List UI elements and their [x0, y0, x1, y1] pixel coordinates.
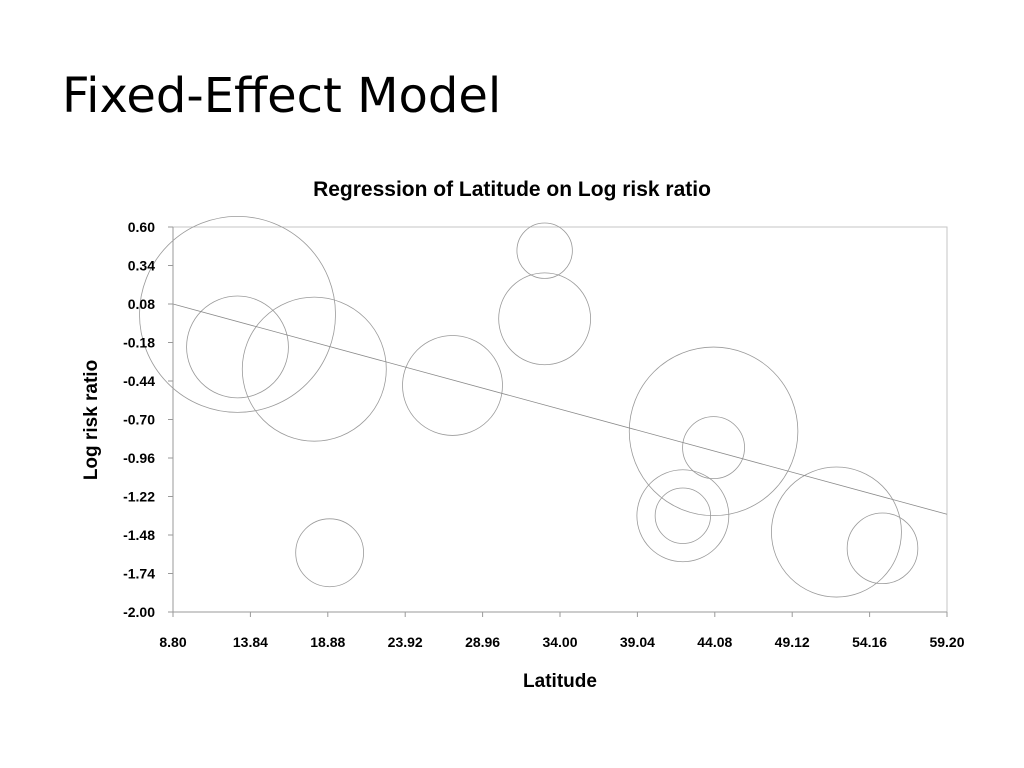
y-axis-title: Log risk ratio [81, 360, 102, 480]
plot-area [172, 226, 948, 613]
y-tick-label: -0.44 [123, 373, 155, 389]
y-tick-label: -0.96 [123, 450, 155, 466]
chart-title: Regression of Latitude on Log risk ratio [313, 178, 711, 201]
bubble-point [771, 466, 902, 598]
bubble-point [628, 346, 799, 517]
bubble-point [516, 222, 573, 279]
y-tick-label: -0.18 [123, 335, 155, 351]
x-axis: 8.80 13.84 18.88 23.92 28.96 34.00 39.04 44.08 4… [159, 611, 965, 650]
x-tick-label: 54.16 [852, 634, 887, 650]
x-tick-label: 28.96 [465, 634, 500, 650]
y-tick-label: -1.22 [123, 489, 155, 505]
y-tick-label: -1.74 [123, 566, 155, 582]
x-tick-label: 13.84 [233, 634, 268, 650]
y-tick-label: 0.60 [128, 219, 155, 235]
x-tick-label: 18.88 [310, 634, 345, 650]
y-tick-label: 0.08 [128, 296, 155, 312]
bubble-point [241, 296, 387, 442]
bubble-point [295, 518, 364, 588]
bubble-point [636, 469, 730, 563]
bubble-point [654, 487, 711, 544]
regression-line [172, 303, 948, 515]
regression-layer [172, 303, 948, 515]
y-tick-label: 0.34 [128, 258, 155, 274]
x-tick-label: 39.04 [620, 634, 655, 650]
x-tick-label: 23.92 [388, 634, 423, 650]
x-tick-label: 34.00 [542, 634, 577, 650]
y-tick-label: -0.70 [123, 412, 155, 428]
x-tick-label: 44.08 [697, 634, 732, 650]
x-tick-label: 49.12 [775, 634, 810, 650]
y-axis: 0.60 0.34 0.08 -0.18 -0.44 -0.70 -0.96 -1.22 -1.… [123, 219, 174, 620]
y-tick-label: -2.00 [123, 604, 155, 620]
bubble-point [186, 295, 289, 399]
x-tick-label: 8.80 [159, 634, 186, 650]
bubble-point [498, 272, 592, 366]
x-axis-title: Latitude [523, 671, 597, 692]
y-tick-label: -1.48 [123, 527, 155, 543]
bubble-layer [139, 215, 919, 598]
bubble-point [846, 512, 919, 585]
bubble-point [402, 335, 503, 436]
slide-title: Fixed-Effect Model [62, 68, 502, 124]
x-tick-label: 59.20 [929, 634, 964, 650]
bubble-point [139, 215, 336, 413]
bubble-point [682, 416, 745, 480]
